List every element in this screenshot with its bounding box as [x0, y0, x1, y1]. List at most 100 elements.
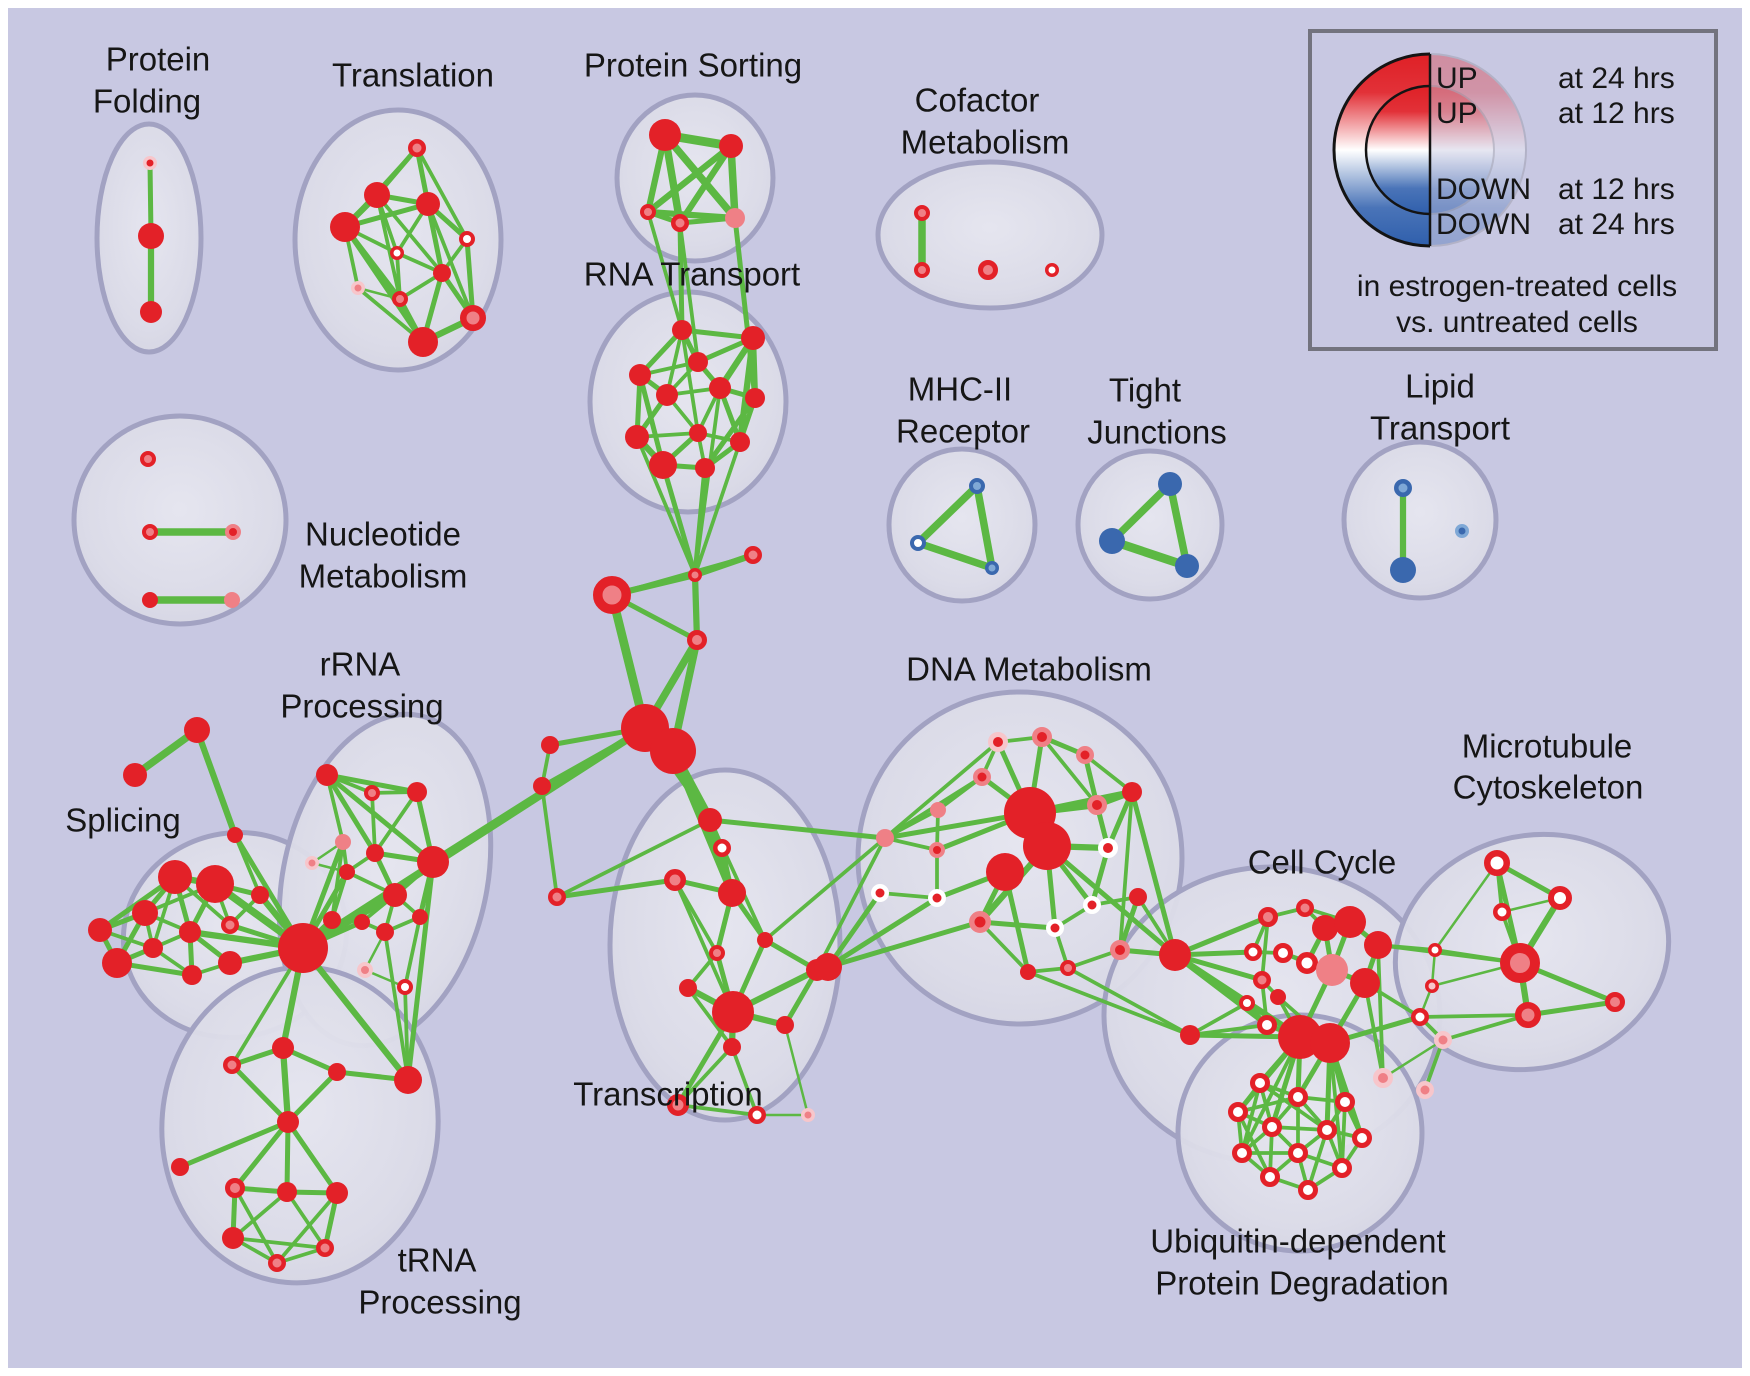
network-edge [299, 944, 412, 1084]
network-node [143, 938, 163, 958]
network-node [179, 921, 201, 943]
network-node [914, 262, 930, 278]
network-node [221, 916, 239, 934]
network-node [407, 782, 427, 802]
network-edge [1381, 1038, 1445, 1080]
network-node [1175, 554, 1199, 578]
network-node [227, 827, 243, 843]
network-node [1076, 746, 1094, 764]
network-node [390, 246, 404, 260]
ubiquitin-degradation-label: Ubiquitin-dependent [1150, 1223, 1445, 1260]
network-node [1258, 907, 1278, 927]
network-edge [815, 836, 887, 972]
nucleotide-metabolism-boundary [71, 413, 289, 627]
network-node [688, 568, 702, 582]
network-edge [936, 775, 984, 812]
network-node [973, 768, 991, 786]
network-edge [1026, 970, 1192, 1037]
network-node [1428, 943, 1442, 957]
network-node [1296, 899, 1314, 917]
mhc-ii-receptor-label: Receptor [896, 413, 1030, 450]
network-edge [370, 791, 377, 855]
network-edge [383, 930, 410, 1082]
ubiquitin-degradation-label: Protein Degradation [1155, 1265, 1449, 1302]
network-node [910, 535, 926, 551]
lipid-transport-label: Lipid [1405, 368, 1475, 405]
legend-time-label: at 24 hrs [1558, 208, 1675, 241]
network-node [929, 842, 945, 858]
network-node [224, 592, 240, 608]
network-node [364, 785, 380, 801]
network-node [158, 860, 192, 894]
network-node [730, 432, 750, 452]
network-node [171, 1158, 189, 1176]
network-node [928, 889, 946, 907]
network-edge [275, 1191, 339, 1265]
network-node [1455, 524, 1469, 538]
network-node [140, 451, 156, 467]
network-edge [429, 724, 649, 866]
network-node [1605, 992, 1625, 1012]
network-node [1045, 263, 1059, 277]
network-edge [231, 1236, 327, 1250]
network-edge [405, 859, 436, 1083]
network-node [719, 134, 743, 158]
network-node [351, 281, 365, 295]
network-edge [665, 328, 684, 397]
network-edge [635, 435, 697, 577]
network-node [132, 900, 158, 926]
trna-processing-label: Processing [358, 1284, 521, 1321]
network-node [664, 869, 686, 891]
network-node [1228, 1102, 1248, 1122]
network-node [328, 1063, 346, 1081]
network-edge [285, 1119, 340, 1196]
network-node [1099, 528, 1125, 554]
network-edge [914, 482, 981, 547]
network-node [723, 1038, 741, 1056]
network-edge [763, 836, 887, 942]
network-edge [610, 553, 755, 597]
network-node [986, 853, 1024, 891]
lipid-transport-boundary [1341, 439, 1499, 601]
network-node [713, 839, 731, 857]
network-node [277, 1182, 297, 1202]
network-node [184, 717, 210, 743]
network-node [417, 846, 449, 878]
network-edge [691, 571, 701, 644]
network-edge [707, 817, 888, 841]
network-node [871, 884, 889, 902]
network-edge [324, 772, 378, 856]
network-edge [285, 1069, 340, 1125]
network-node [1232, 1143, 1252, 1163]
network-node [1411, 1008, 1429, 1026]
network-edge [193, 726, 239, 839]
network-edge [693, 440, 742, 577]
network-edge [676, 1103, 759, 1117]
network-node [140, 301, 162, 323]
tight-junctions-label: Tight [1109, 372, 1181, 409]
network-edge [644, 142, 735, 216]
network-node [1394, 479, 1412, 497]
network-node [142, 592, 158, 608]
network-node [656, 384, 678, 406]
cofactor-metabolism-label: Metabolism [901, 124, 1070, 161]
network-node [138, 223, 164, 249]
legend-direction-label: DOWN [1436, 173, 1531, 206]
legend-circle-inner-left [1364, 84, 1430, 216]
network-node [1110, 940, 1130, 960]
network-node [1310, 1023, 1350, 1063]
network-edge [680, 328, 700, 435]
cofactor-metabolism-boundary [875, 159, 1105, 311]
network-node [218, 951, 242, 975]
network-node [416, 192, 440, 216]
network-edge [676, 142, 735, 227]
network-node [1260, 1167, 1280, 1187]
network-node [688, 352, 708, 372]
network-edge [403, 915, 422, 989]
network-node [1020, 964, 1036, 980]
network-edge [373, 790, 419, 855]
network-node [412, 909, 428, 925]
network-node [914, 205, 930, 221]
network-node [533, 777, 551, 795]
network-node [326, 1182, 348, 1204]
